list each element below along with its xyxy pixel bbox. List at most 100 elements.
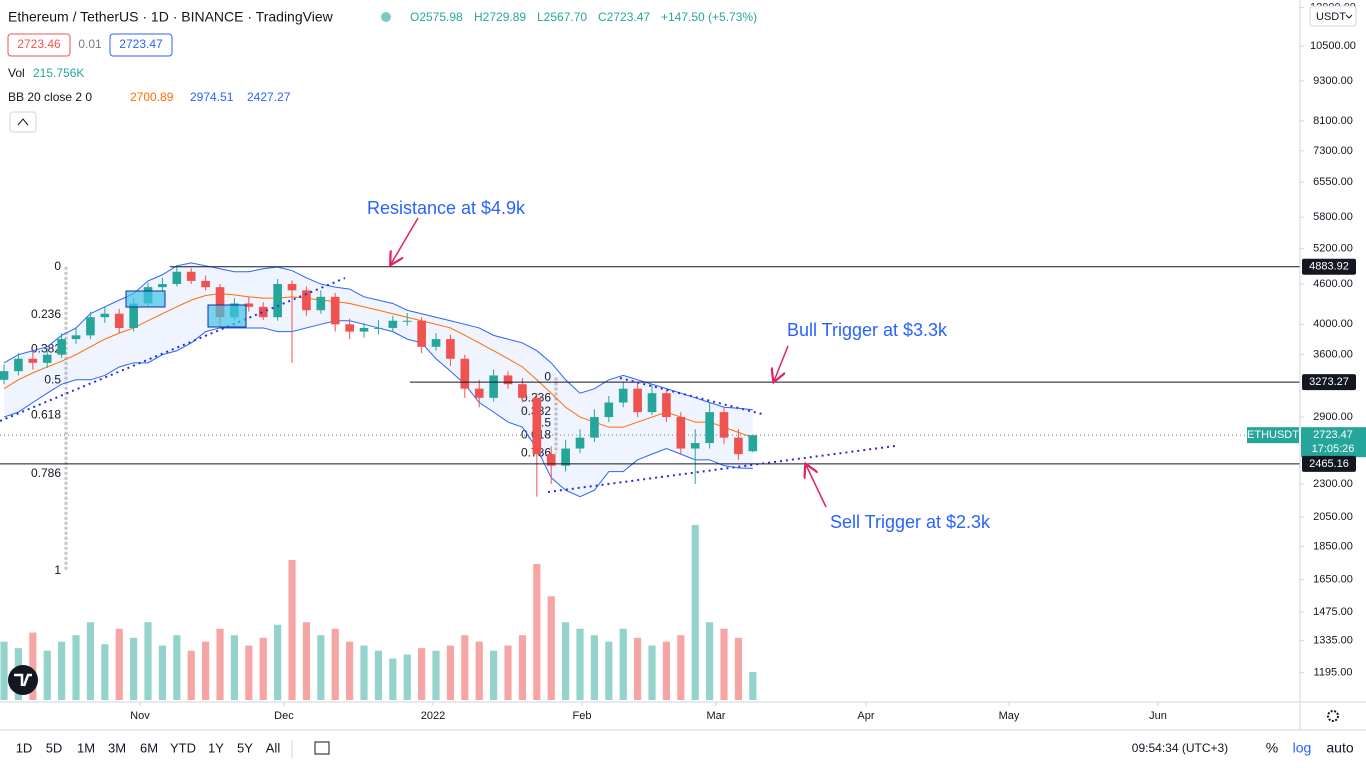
candle-body	[388, 320, 398, 328]
volume-bar	[562, 622, 570, 700]
level-label: 2465.16	[1309, 458, 1349, 470]
y-tick-label: 6550.00	[1313, 176, 1353, 188]
bb-lower-value: 2427.27	[247, 90, 291, 104]
volume-bar	[547, 596, 555, 700]
y-tick-label: 4600.00	[1313, 278, 1353, 290]
y-tick-label: 2900.00	[1313, 411, 1353, 423]
candle-body	[359, 327, 369, 332]
candle-body	[129, 303, 138, 328]
volume-bar	[202, 641, 210, 700]
candle-body	[258, 306, 268, 318]
buy-button[interactable]	[109, 33, 173, 57]
annotation: Bull Trigger at $3.3k	[787, 320, 948, 340]
volume-bar	[144, 622, 152, 700]
volume-bar	[662, 641, 671, 700]
range-button[interactable]: All	[266, 740, 281, 755]
volume-bar	[446, 645, 455, 700]
percent-toggle[interactable]: %	[1266, 740, 1278, 756]
candle-body	[215, 287, 225, 318]
candle-body	[489, 375, 498, 398]
arrow	[806, 465, 827, 508]
volume-bar	[72, 635, 80, 700]
candle-body	[474, 388, 484, 398]
candle-body	[244, 303, 254, 307]
range-button[interactable]: 3M	[108, 740, 126, 755]
candle-body	[273, 284, 282, 318]
range-button[interactable]: 1M	[77, 740, 95, 755]
volume-bar	[288, 560, 296, 700]
volume-bar	[418, 648, 426, 700]
y-tick-label: 3600.00	[1313, 349, 1353, 361]
volume-bar	[749, 672, 757, 700]
range-button[interactable]: 5D	[46, 740, 63, 755]
candle-body	[590, 417, 599, 438]
volume-bar	[533, 563, 541, 700]
level-label-box	[1302, 455, 1356, 472]
volume-bar	[331, 628, 339, 700]
range-button[interactable]: 1Y	[208, 740, 224, 755]
log-toggle[interactable]: log	[1293, 740, 1312, 756]
currency-button[interactable]	[1309, 5, 1357, 27]
ohlc-change: +147.50 (+5.73%)	[661, 10, 757, 24]
collapse-button[interactable]	[9, 111, 37, 133]
range-button[interactable]: 6M	[140, 740, 158, 755]
volume-bar	[216, 628, 224, 700]
countdown: 17:05:26	[1312, 443, 1355, 455]
candle-body	[633, 388, 642, 413]
ohlc-low: L2567.70	[537, 10, 587, 24]
volume-bar	[605, 641, 613, 700]
sell-button[interactable]	[7, 33, 71, 57]
bb-basis-value: 2700.89	[130, 90, 174, 104]
volume-bar	[158, 645, 167, 700]
candle-body	[186, 271, 196, 281]
volume-bar	[706, 622, 714, 700]
symbol-tag	[1247, 427, 1299, 444]
candle-body	[330, 296, 340, 325]
date-range-icon[interactable]	[314, 741, 330, 755]
visibility-icon[interactable]	[381, 12, 391, 22]
candle-body	[561, 448, 570, 466]
volume-bar	[115, 628, 123, 700]
candle-body	[546, 454, 556, 466]
candle-body	[86, 317, 95, 336]
y-tick-label: 2300.00	[1313, 478, 1353, 490]
fib-label: 0	[544, 370, 551, 384]
candle-body	[0, 371, 9, 380]
highlight-box	[207, 304, 247, 328]
x-tick-label: 2022	[421, 710, 445, 722]
candle-body	[71, 335, 81, 340]
candle-body	[201, 280, 210, 288]
range-button[interactable]: 5Y	[237, 740, 253, 755]
settings-icon[interactable]	[1327, 710, 1339, 722]
y-tick-label: 5800.00	[1313, 211, 1353, 223]
candle-body	[705, 412, 714, 444]
candle-body	[14, 358, 23, 372]
range-button[interactable]: YTD	[170, 740, 196, 755]
fib-label: 0.618	[31, 408, 61, 422]
y-tick-label: 4000.00	[1313, 318, 1353, 330]
candle-body	[690, 443, 700, 449]
volume-bar	[86, 622, 95, 700]
ask-price: 2723.47	[119, 37, 163, 51]
ohlc-close: C2723.47	[598, 10, 650, 24]
volume-bar	[461, 635, 469, 700]
candle-body	[676, 417, 686, 449]
bid-price: 2723.46	[17, 37, 61, 51]
auto-toggle[interactable]: auto	[1326, 740, 1353, 756]
volume-bar	[490, 650, 498, 700]
x-tick-label: Feb	[573, 710, 592, 722]
volume-bar	[432, 650, 440, 700]
candle-body	[402, 320, 412, 322]
volume-bar	[576, 628, 584, 700]
x-tick-label: Jun	[1149, 710, 1167, 722]
volume-bar	[504, 645, 512, 700]
volume-bar	[0, 641, 8, 700]
volume-bar	[259, 637, 267, 700]
volume-bar	[173, 635, 181, 700]
x-tick-label: Dec	[274, 710, 294, 722]
volume-bar	[720, 628, 728, 700]
volume-bar	[518, 635, 527, 700]
range-button[interactable]: 1D	[16, 740, 33, 755]
